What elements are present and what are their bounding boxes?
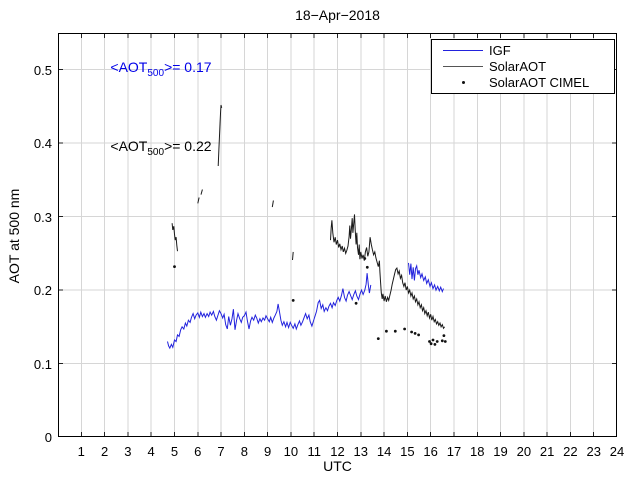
y-tick-label: 0.2	[33, 283, 52, 299]
x-tick-label: 22	[563, 444, 578, 459]
x-tick-label: 15	[400, 444, 415, 459]
trace-solaraot	[197, 197, 200, 204]
y-tick-label: 0.5	[33, 62, 52, 78]
marker-solaraot-cimel	[417, 333, 420, 337]
y-tick-label: 0	[44, 430, 52, 445]
x-tick-label: 2	[100, 444, 109, 459]
x-tick-label: 21	[539, 444, 555, 459]
annotation-suffix: >= 0.17	[164, 59, 212, 76]
x-tick-label: 23	[586, 444, 601, 459]
x-tick-label: 13	[353, 444, 369, 459]
trace-solaraot	[171, 223, 178, 252]
marker-solaraot-cimel	[443, 340, 447, 343]
y-tick-label: 0.4	[33, 136, 52, 152]
mean-aot-annotation-igf: <AOT500>= 0.17	[110, 59, 211, 82]
x-tick-label: 17	[446, 444, 462, 459]
marker-solaraot-cimel	[291, 299, 295, 302]
x-tick-label: 8	[240, 444, 248, 459]
legend-label: SolarAOT	[489, 58, 547, 74]
legend-dot-sample-icon	[443, 81, 483, 85]
marker-solaraot-cimel	[403, 327, 406, 331]
legend-line-sample-icon	[443, 65, 483, 67]
x-tick-label: 24	[609, 444, 625, 459]
x-tick-label: 3	[124, 444, 132, 459]
annotation-prefix: <AOT	[110, 137, 148, 154]
x-tick-label: 12	[330, 444, 345, 459]
legend: IGF SolarAOT SolarAOT CIMEL	[431, 39, 615, 94]
x-tick-label: 18	[470, 444, 485, 459]
plot-border	[58, 33, 617, 437]
y-tick-label: 0.1	[33, 356, 52, 372]
marker-solaraot-cimel	[429, 342, 433, 346]
trace-solaraot	[330, 214, 446, 330]
marker-solaraot-cimel	[365, 265, 369, 269]
annotation-prefix: <AOT	[110, 59, 148, 76]
marker-solaraot-cimel	[393, 329, 397, 333]
marker-solaraot-cimel	[442, 334, 446, 337]
marker-solaraot-cimel	[440, 339, 444, 343]
x-tick-label: 1	[77, 444, 85, 459]
marker-solaraot-cimel	[413, 332, 417, 335]
marker-solaraot-cimel	[173, 265, 176, 268]
trace-igf	[408, 262, 444, 294]
marker-solaraot-cimel	[433, 343, 437, 346]
marker-solaraot-cimel	[410, 330, 413, 334]
marker-solaraot-cimel	[376, 337, 380, 340]
legend-entry-solaraot: SolarAOT	[432, 58, 614, 74]
x-tick-label: 4	[147, 444, 155, 459]
plot-canvas	[58, 33, 617, 437]
marker-solaraot-cimel	[385, 329, 388, 333]
x-tick-label: 10	[283, 444, 299, 459]
marker-solaraot-cimel	[363, 257, 367, 260]
legend-label: IGF	[489, 42, 511, 58]
marker-solaraot-cimel	[428, 340, 431, 343]
annotation-subscript: 500	[147, 68, 165, 80]
trace-solaraot	[217, 104, 223, 167]
y-tick-label: 0.3	[33, 209, 52, 225]
marker-solaraot-cimel	[431, 338, 435, 342]
legend-label: SolarAOT CIMEL	[489, 75, 590, 91]
trace-solaraot	[271, 200, 274, 208]
x-axis-label: UTC	[323, 458, 352, 474]
x-tick-label: 5	[170, 444, 179, 459]
x-tick-label: 19	[493, 444, 508, 459]
chart-title: 18−Apr−2018	[295, 7, 380, 23]
marker-solaraot-cimel	[435, 340, 439, 343]
trace-igf	[167, 273, 372, 350]
marker-solaraot-cimel	[354, 301, 358, 305]
x-tick-label: 6	[194, 444, 202, 459]
x-tick-label: 20	[516, 444, 532, 459]
x-tick-label: 16	[423, 444, 438, 459]
legend-entry-solaraot-cimel: SolarAOT CIMEL	[432, 75, 614, 91]
x-tick-label: 11	[307, 444, 321, 459]
annotation-subscript: 500	[147, 146, 165, 158]
x-tick-label: 14	[376, 444, 392, 459]
plot-area: <AOT500>= 0.17 <AOT500>= 0.22 IGF SolarA…	[58, 33, 617, 437]
x-tick-label: 9	[264, 444, 272, 459]
trace-solaraot	[292, 251, 294, 261]
annotation-suffix: >= 0.22	[164, 137, 212, 154]
mean-aot-annotation-solaraot: <AOT500>= 0.22	[110, 138, 211, 161]
legend-entry-igf: IGF	[432, 42, 614, 58]
legend-line-sample-icon	[443, 49, 483, 51]
x-tick-label: 7	[217, 444, 225, 459]
trace-solaraot	[200, 189, 203, 195]
